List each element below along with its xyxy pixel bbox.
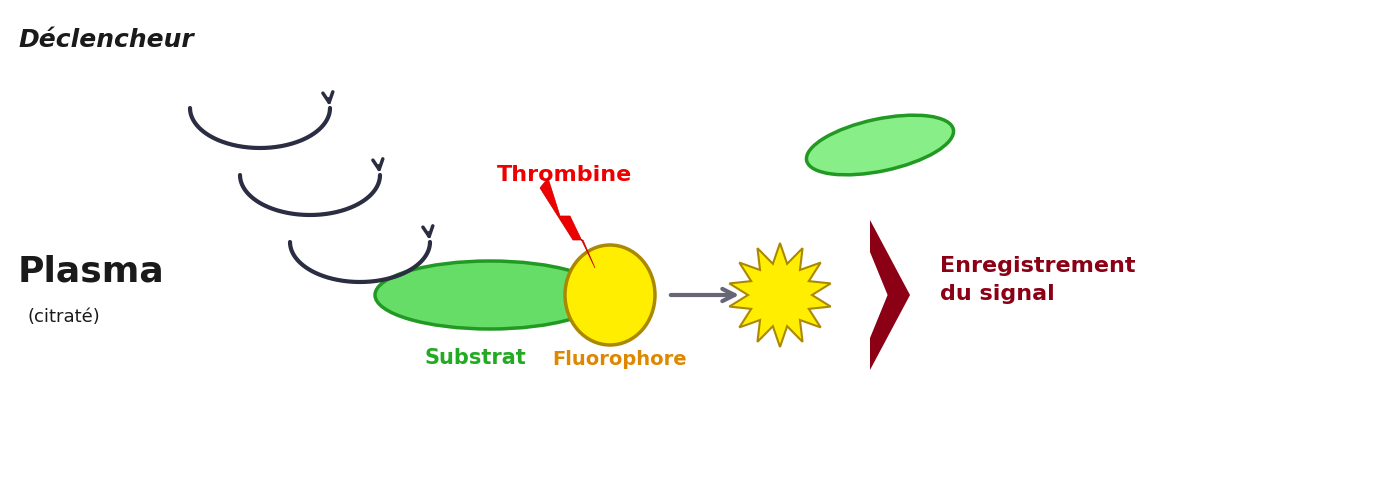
Polygon shape [730, 243, 831, 347]
Text: Plasma: Plasma [18, 255, 164, 289]
Polygon shape [540, 178, 596, 268]
Text: Enregistrement
du signal: Enregistrement du signal [940, 256, 1136, 304]
Text: (citraté): (citraté) [28, 308, 101, 326]
Polygon shape [871, 220, 909, 370]
Text: Déclencheur: Déclencheur [18, 28, 193, 52]
Ellipse shape [807, 115, 954, 175]
Text: Thrombine: Thrombine [498, 165, 633, 185]
Ellipse shape [565, 245, 655, 345]
Ellipse shape [375, 261, 605, 329]
Text: Fluorophore: Fluorophore [553, 350, 687, 369]
Text: Substrat: Substrat [424, 348, 527, 368]
